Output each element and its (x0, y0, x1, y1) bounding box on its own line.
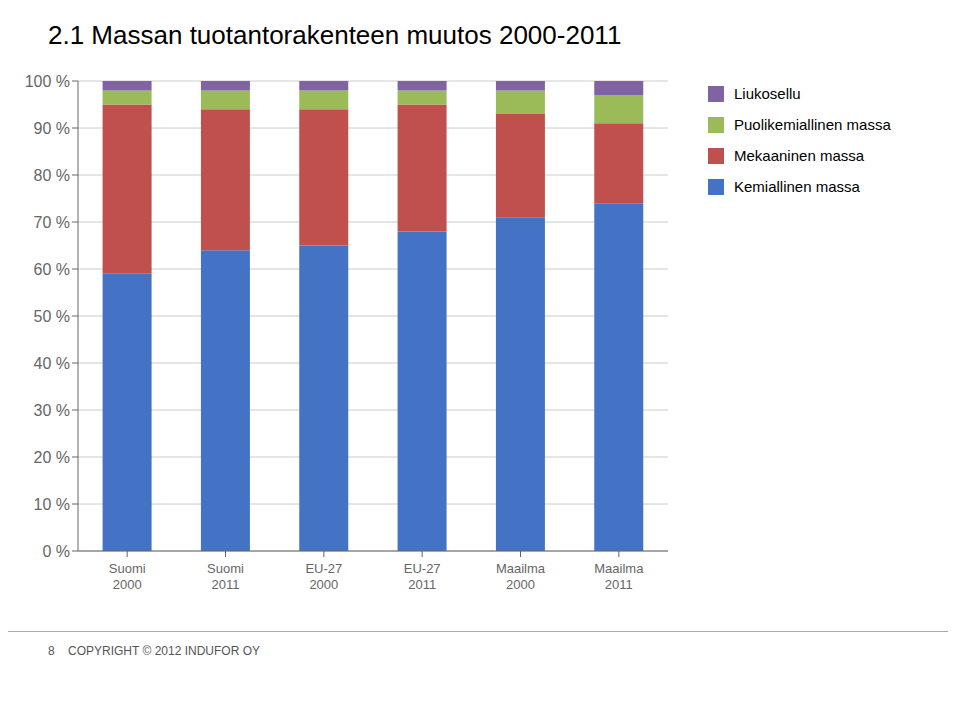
svg-text:80 %: 80 % (34, 167, 70, 184)
html-text:Mekaaninen massa: Mekaaninen massa (734, 147, 865, 164)
html-text:8 COPYRIGHT © 2012 INDUFOR OY: 8 COPYRIGHT © 2012 INDUFOR OY (48, 644, 260, 658)
html-text:Puolikemiallinen massa: Puolikemiallinen massa (734, 116, 891, 133)
svg-text:30 %: 30 % (34, 402, 70, 419)
svg-text:Suomi2011: Suomi2011 (207, 561, 244, 592)
html-text:Kemiallinen massa: Kemiallinen massa (734, 178, 860, 195)
svg-text:90 %: 90 % (34, 120, 70, 137)
svg-text:Suomi2000: Suomi2000 (109, 561, 146, 592)
svg-text:10 %: 10 % (34, 496, 70, 513)
html-text:2.1 Massan tuotantorakenteen m: 2.1 Massan tuotantorakenteen muutos 2000… (48, 20, 622, 50)
svg-text:60 %: 60 % (34, 261, 70, 278)
svg-text:70 %: 70 % (34, 214, 70, 231)
svg-text:50 %: 50 % (34, 308, 70, 325)
svg-text:40 %: 40 % (34, 355, 70, 372)
svg-text:20 %: 20 % (34, 449, 70, 466)
svg-text:0 %: 0 % (42, 543, 70, 560)
svg-text:Maailma2011: Maailma2011 (594, 561, 644, 592)
svg-text:Maailma2000: Maailma2000 (496, 561, 546, 592)
svg-text:EU-272000: EU-272000 (305, 561, 342, 592)
svg-text:100 %: 100 % (25, 73, 70, 90)
html-text:Liukosellu: Liukosellu (734, 85, 801, 102)
svg-text:EU-272011: EU-272011 (404, 561, 441, 592)
